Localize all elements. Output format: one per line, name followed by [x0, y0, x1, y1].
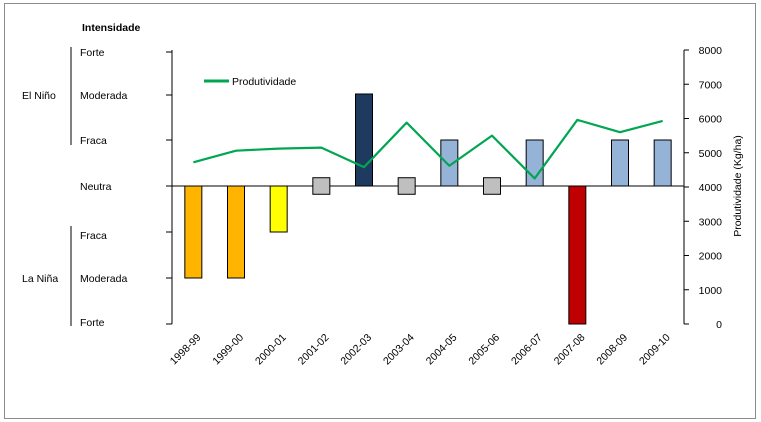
productivity-series-line	[193, 118, 663, 180]
intensity-level-label: Moderada	[80, 273, 127, 285]
intensity-bar	[312, 177, 331, 195]
intensity-level-label: Forte	[80, 47, 105, 59]
intensity-bar	[653, 139, 672, 187]
season-label: 1999-00	[210, 332, 246, 368]
season-label: 2007-08	[552, 332, 588, 368]
legend: Produtividade	[204, 76, 296, 88]
intensity-bar	[568, 185, 587, 325]
productivity-tick-label: 1000	[699, 285, 723, 297]
intensity-level-label: Fraca	[80, 230, 107, 242]
season-axis: 1998-99 1999-00 2000-01 2001-02 2002-03 2003-…	[168, 332, 673, 368]
intensity-bar	[611, 139, 629, 187]
intensity-bar	[440, 139, 459, 187]
legend-label: Produtividade	[232, 76, 296, 88]
productivity-tick-label: 6000	[699, 114, 723, 126]
productivity-tick-label: 3000	[699, 216, 723, 228]
intensity-bar	[269, 185, 288, 233]
intensity-level-label: Neutra	[80, 181, 112, 193]
el-nino-label: El Niño	[22, 90, 56, 102]
productivity-tick-label: 5000	[699, 148, 723, 160]
intensity-level-label: Forte	[80, 317, 105, 329]
season-label: 2008-09	[594, 332, 630, 368]
season-label: 2002-03	[338, 332, 374, 368]
intensity-bar	[355, 93, 373, 187]
season-label: 2003-04	[381, 332, 417, 368]
chart-frame	[4, 3, 756, 419]
intensity-bar	[184, 185, 203, 279]
productivity-tick-label: 8000	[699, 45, 723, 57]
productivity-axis: 0 1000 2000 3000 4000 5000 6000 7000 8000	[683, 45, 723, 331]
season-label: 1998-99	[168, 332, 204, 368]
season-label: 2000-01	[253, 332, 289, 368]
season-label: 2009-10	[637, 332, 673, 368]
season-label: 2001-02	[296, 332, 332, 368]
intensity-bar	[397, 177, 416, 195]
season-label: 2004-05	[424, 332, 460, 368]
intensity-bars	[184, 93, 672, 325]
season-label: 2005-06	[466, 332, 502, 368]
intensity-bar	[227, 185, 245, 279]
intensity-bar	[483, 177, 501, 195]
intensity-level-label: Moderada	[80, 90, 127, 102]
productivity-line	[193, 118, 663, 180]
intensity-title: Intensidade	[82, 22, 141, 34]
y2-axis-label: Produtividade (Kg/ha)	[732, 135, 744, 237]
productivity-tick-label: 4000	[699, 182, 723, 194]
intensity-level-label: Fraca	[80, 135, 107, 147]
season-label: 2006-07	[509, 332, 545, 368]
productivity-tick-label: 0	[716, 319, 722, 331]
productivity-tick-label: 2000	[699, 251, 723, 263]
productivity-tick-label: 7000	[699, 79, 723, 91]
la-nina-label: La Niña	[22, 273, 58, 285]
intensity-axis: Forte Moderada Fraca Neutra Fraca Moderada For…	[22, 47, 173, 329]
